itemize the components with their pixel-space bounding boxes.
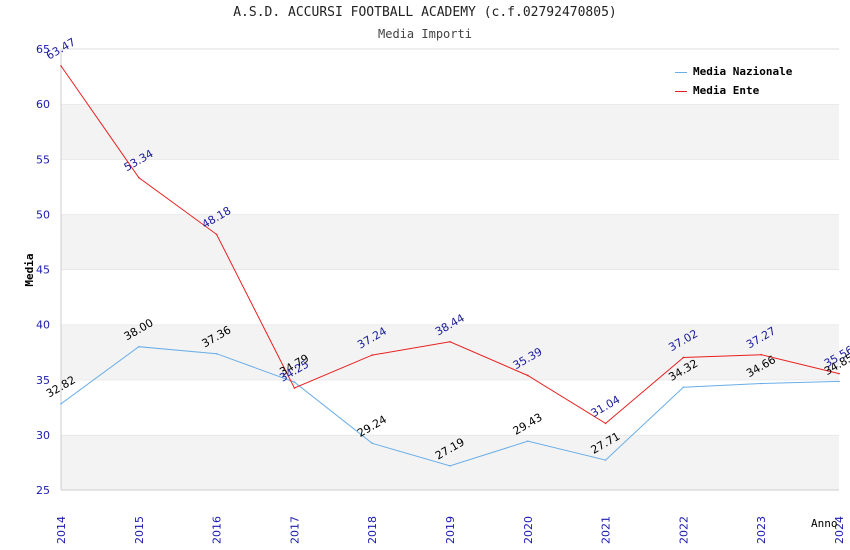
y-tick-label: 40 <box>36 319 50 332</box>
data-point <box>371 442 374 445</box>
grid-band <box>61 104 839 160</box>
legend-item-nazionale: Media Nazionale <box>675 65 792 81</box>
y-tick-label: 60 <box>36 98 50 111</box>
grid-bands <box>61 48 839 490</box>
x-tick-label: 2018 <box>366 516 379 544</box>
x-tick-label: 2017 <box>288 516 301 544</box>
data-point <box>60 402 62 405</box>
data-point <box>449 465 451 467</box>
data-point <box>449 341 451 343</box>
legend-swatch-nazionale <box>675 71 687 73</box>
data-point <box>760 382 762 385</box>
y-tick-label: 35 <box>36 374 50 387</box>
data-point <box>60 65 62 67</box>
x-tick-label: 2021 <box>600 516 613 544</box>
x-tick-label: 2020 <box>522 516 535 544</box>
legend-label-ente: Media Ente <box>693 84 760 97</box>
grid-band <box>61 214 839 270</box>
legend: Media Nazionale Media Ente <box>669 60 810 102</box>
data-point <box>682 356 685 359</box>
data-point <box>527 374 529 377</box>
y-axis-label: Media <box>23 253 36 286</box>
x-tick-label: 2014 <box>55 516 68 544</box>
y-tick-label: 55 <box>36 153 50 166</box>
y-tick-label: 30 <box>36 429 50 442</box>
data-point <box>527 440 529 442</box>
grid-band <box>61 434 839 490</box>
y-tick-label: 25 <box>36 484 50 497</box>
data-point <box>293 387 296 389</box>
data-point <box>215 233 218 236</box>
y-tick-label: 45 <box>36 264 50 277</box>
chart-title: A.S.D. ACCURSI FOOTBALL ACADEMY (c.f.027… <box>233 5 617 20</box>
x-axis-label: Anno <box>811 517 838 530</box>
y-tick-label: 65 <box>36 43 50 56</box>
grid-band <box>61 324 839 380</box>
data-point <box>682 386 685 389</box>
data-point <box>215 352 218 355</box>
data-point <box>371 354 374 356</box>
legend-item-ente: Media Ente <box>675 84 759 100</box>
data-point <box>138 345 140 348</box>
data-point <box>604 459 607 461</box>
y-tick-label: 50 <box>36 208 50 221</box>
grid-band <box>61 379 839 435</box>
axes <box>60 49 839 491</box>
x-tick-label: 2024 <box>833 516 846 544</box>
x-tick-label: 2015 <box>133 516 146 544</box>
data-point <box>838 380 840 383</box>
x-tick-label: 2023 <box>755 516 768 544</box>
grid-band <box>61 159 839 215</box>
legend-swatch-ente <box>675 90 687 92</box>
data-point <box>293 381 296 383</box>
x-tick-label: 2022 <box>677 516 690 544</box>
data-point <box>138 176 140 179</box>
series-lines <box>60 65 840 467</box>
data-point <box>604 422 607 425</box>
y-tick-labels: 25 30 35 40 45 50 55 60 65 <box>36 43 50 497</box>
grid-band <box>61 269 839 325</box>
data-point <box>838 372 840 375</box>
chart-subtitle: Media Importi <box>378 27 472 41</box>
x-tick-label: 2019 <box>444 516 457 544</box>
data-point <box>760 353 762 356</box>
x-tick-labels: 2014 2015 2016 2017 2018 2019 2020 2021 2022 2023… <box>55 516 846 544</box>
legend-label-nazionale: Media Nazionale <box>693 65 793 78</box>
x-tick-label: 2016 <box>211 516 224 544</box>
